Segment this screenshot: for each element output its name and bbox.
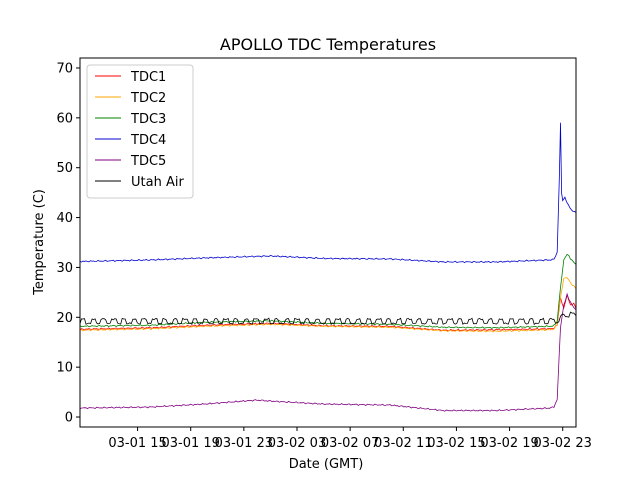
x-tick-label: 03-02 07 (321, 436, 379, 451)
legend-label: TDC3 (130, 112, 166, 127)
x-tick-label: 03-01 15 (108, 436, 166, 451)
x-tick-label: 03-02 23 (533, 436, 591, 451)
x-tick-label: 03-02 11 (374, 436, 432, 451)
legend-label: TDC1 (130, 70, 166, 85)
x-tick-label: 03-02 03 (268, 436, 326, 451)
legend-label: TDC2 (130, 91, 166, 106)
legend-box (86, 64, 194, 199)
chart-title: APOLLO TDC Temperatures (220, 35, 436, 54)
x-tick-label: 03-01 23 (215, 436, 273, 451)
series-line-utah-air (79, 311, 577, 325)
axes-frame (79, 57, 577, 428)
series-line-tdc1 (79, 293, 577, 332)
y-tick-label: 60 (56, 111, 73, 126)
y-tick-label: 40 (56, 211, 73, 226)
series-line-tdc3 (79, 253, 577, 329)
y-tick-label: 70 (56, 61, 73, 76)
y-tick-label: 20 (56, 311, 73, 326)
x-axis-label: Date (GMT) (289, 457, 364, 472)
x-tick-label: 03-02 19 (480, 436, 538, 451)
legend-label: Utah Air (131, 175, 184, 190)
series-line-tdc4 (79, 122, 577, 264)
y-axis-label: Temperature (C) (32, 189, 47, 296)
y-axis-ticks: 0 10 20 30 40 50 60 70 (56, 61, 80, 426)
legend: TDC1 TDC2 TDC3 TDC4 TDC5 Utah Air (86, 64, 194, 199)
series-line-tdc2 (79, 277, 577, 333)
y-tick-label: 50 (56, 161, 73, 176)
x-tick-label: 03-02 15 (427, 436, 485, 451)
y-tick-label: 0 (65, 411, 73, 426)
legend-label: TDC4 (130, 133, 166, 148)
y-tick-label: 10 (56, 361, 73, 376)
y-tick-label: 30 (56, 261, 73, 276)
plot-lines (79, 122, 577, 412)
x-tick-label: 03-01 19 (161, 436, 219, 451)
series-line-tdc5 (79, 292, 577, 412)
legend-label: TDC5 (130, 154, 166, 169)
